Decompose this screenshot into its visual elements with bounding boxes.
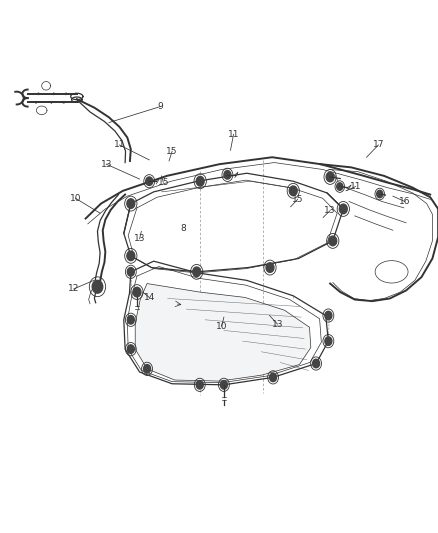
Text: 9: 9	[157, 102, 163, 111]
Text: 15: 15	[166, 147, 177, 156]
Text: 13: 13	[324, 206, 335, 215]
Circle shape	[269, 373, 276, 382]
Circle shape	[127, 345, 134, 353]
Circle shape	[312, 359, 319, 368]
Circle shape	[376, 190, 382, 198]
Circle shape	[265, 263, 273, 272]
Circle shape	[324, 337, 331, 345]
Text: 15: 15	[157, 178, 169, 187]
Circle shape	[127, 199, 134, 208]
Text: 12: 12	[68, 285, 79, 293]
Polygon shape	[135, 284, 310, 381]
Text: 10: 10	[215, 322, 227, 330]
Text: 16: 16	[398, 197, 410, 206]
Circle shape	[339, 204, 346, 214]
Text: 8: 8	[180, 224, 186, 232]
Circle shape	[127, 251, 134, 261]
Text: 10: 10	[70, 194, 81, 203]
Circle shape	[127, 268, 134, 276]
Circle shape	[220, 381, 227, 389]
Text: 11: 11	[349, 182, 360, 191]
Circle shape	[143, 365, 150, 373]
Circle shape	[196, 381, 203, 389]
Circle shape	[289, 186, 297, 196]
Circle shape	[196, 176, 204, 186]
Text: 15: 15	[291, 195, 303, 204]
Circle shape	[133, 287, 141, 297]
Text: 13: 13	[134, 235, 145, 243]
Circle shape	[145, 177, 152, 185]
Circle shape	[336, 183, 342, 190]
Text: 14: 14	[143, 293, 155, 302]
Text: 17: 17	[372, 141, 383, 149]
Circle shape	[325, 172, 333, 182]
Text: 11: 11	[113, 141, 125, 149]
Circle shape	[127, 316, 134, 324]
Text: 11: 11	[227, 130, 239, 139]
Circle shape	[324, 311, 331, 320]
Circle shape	[223, 171, 230, 179]
Circle shape	[92, 280, 102, 293]
Text: 13: 13	[100, 160, 112, 168]
Circle shape	[192, 267, 200, 277]
Text: 13: 13	[271, 320, 283, 328]
Circle shape	[328, 236, 336, 246]
